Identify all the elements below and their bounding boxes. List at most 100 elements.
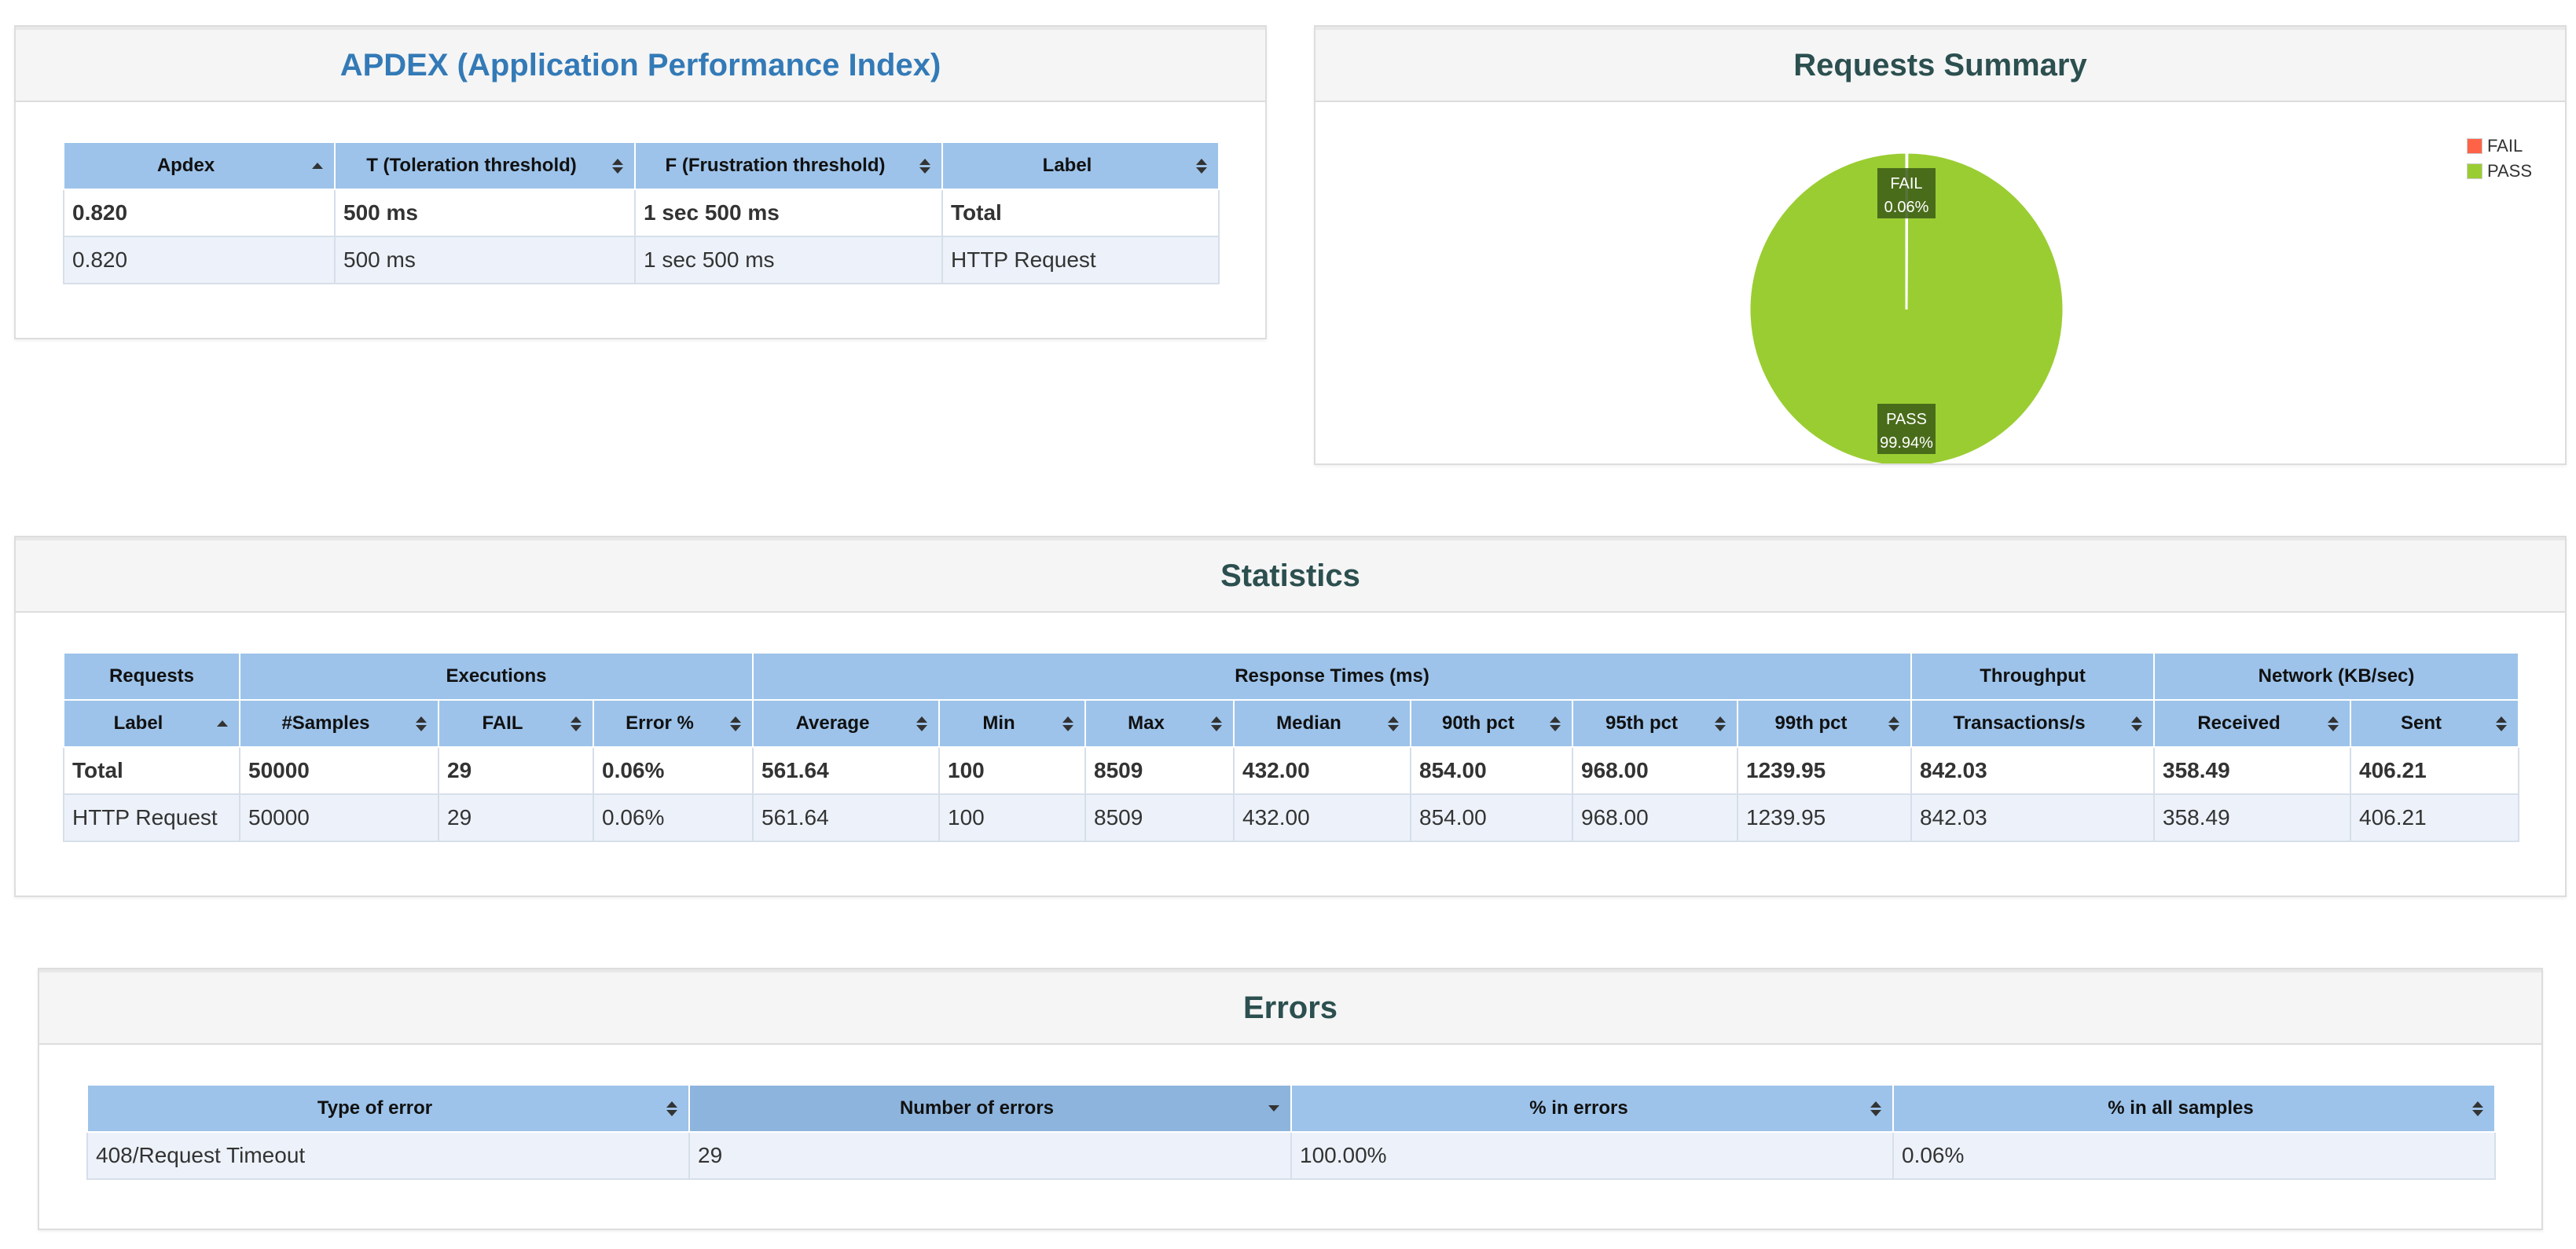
table-cell: 8509 xyxy=(1084,746,1235,795)
sort-icon xyxy=(1715,715,1726,732)
table-cell: 50000 xyxy=(239,793,439,842)
group-throughput: Throughput xyxy=(1910,652,2156,701)
legend-label-fail: FAIL xyxy=(2486,136,2523,156)
errors-col-pct-samples[interactable]: % in all samples xyxy=(1892,1084,2496,1133)
table-cell: 358.49 xyxy=(2153,793,2352,842)
table-cell: 842.03 xyxy=(1910,746,2156,795)
stats-col-1[interactable]: #Samples xyxy=(239,699,439,748)
apdex-col-frustration[interactable]: F (Frustration threshold) xyxy=(634,141,943,190)
table-row: 408/Request Timeout 29 100.00% 0.06% xyxy=(86,1131,2496,1180)
pie-label-fail-value: 0.06% xyxy=(1884,199,1929,216)
table-cell: 8509 xyxy=(1084,793,1235,842)
pie-label-fail-bg xyxy=(1877,168,1936,218)
table-row: HTTP Request 50000 29 0.06% 561.64 100 8509 432… xyxy=(63,793,2520,842)
table-cell: 0.06% xyxy=(593,746,754,795)
stats-col-7[interactable]: Median xyxy=(1233,699,1411,748)
table-cell: 0.820 xyxy=(63,189,336,237)
stats-col-3[interactable]: Error % xyxy=(593,699,754,748)
pie-label-fail-name: FAIL xyxy=(1890,175,1922,192)
table-cell: HTTP Request xyxy=(941,236,1220,284)
apdex-panel: APDEX (Application Performance Index) Ap… xyxy=(14,25,1267,339)
table-cell: 100 xyxy=(938,746,1086,795)
sort-icon xyxy=(916,715,927,732)
table-cell: 561.64 xyxy=(752,793,940,842)
table-cell: 29 xyxy=(438,746,594,795)
table-cell: 406.21 xyxy=(2350,746,2520,795)
apdex-col-label[interactable]: Label xyxy=(941,141,1220,190)
stats-col-9[interactable]: 95th pct xyxy=(1572,699,1738,748)
stats-col-4[interactable]: Average xyxy=(752,699,940,748)
table-cell: 968.00 xyxy=(1572,793,1738,842)
stats-col-12[interactable]: Received xyxy=(2153,699,2352,748)
table-cell: 1 sec 500 ms xyxy=(634,236,943,284)
pie-label-pass-value: 99.94% xyxy=(1880,434,1933,452)
errors-col-type[interactable]: Type of error xyxy=(86,1084,690,1133)
apdex-col-toleration[interactable]: T (Toleration threshold) xyxy=(334,141,636,190)
group-response-times: Response Times (ms) xyxy=(751,652,1913,701)
sort-icon xyxy=(2496,715,2508,732)
sort-icon xyxy=(2472,1100,2483,1117)
table-cell: 500 ms xyxy=(334,236,636,284)
table-cell: 500 ms xyxy=(334,189,636,237)
table-row: Total 50000 29 0.06% 561.64 100 8509 432.00 854.… xyxy=(63,746,2520,795)
table-cell: 0.06% xyxy=(1892,1131,2496,1180)
sort-icon xyxy=(571,715,582,732)
table-cell: 358.49 xyxy=(2153,746,2352,795)
table-cell: 100.00% xyxy=(1290,1131,1894,1180)
group-executions: Executions xyxy=(239,652,754,701)
legend-item-fail[interactable]: FAIL xyxy=(2466,134,2532,159)
table-cell: Total xyxy=(63,746,240,795)
table-cell: 1239.95 xyxy=(1736,793,1913,842)
table-cell: 100 xyxy=(938,793,1086,842)
table-cell: 1239.95 xyxy=(1736,746,1913,795)
table-cell: 0.06% xyxy=(593,793,754,842)
table-cell: Total xyxy=(941,189,1220,237)
chart-legend: FAIL PASS xyxy=(2466,134,2532,184)
apdex-title: APDEX (Application Performance Index) xyxy=(16,27,1265,102)
table-cell: HTTP Request xyxy=(63,793,240,842)
requests-summary-title: Requests Summary xyxy=(1316,27,2565,102)
pie-label-pass: PASS 99.94% xyxy=(1877,404,1936,454)
pie-label-pass-bg xyxy=(1877,404,1936,454)
stats-col-13[interactable]: Sent xyxy=(2350,699,2520,748)
sort-icon xyxy=(612,157,623,174)
statistics-table: Requests Executions Response Times (ms) … xyxy=(63,652,2520,842)
table-cell: 1 sec 500 ms xyxy=(634,189,943,237)
sort-icon xyxy=(919,157,930,174)
apdex-col-apdex[interactable]: Apdex xyxy=(63,141,336,190)
errors-col-number[interactable]: Number of errors xyxy=(688,1084,1292,1133)
table-cell: 854.00 xyxy=(1410,793,1573,842)
errors-col-pct-errors[interactable]: % in errors xyxy=(1290,1084,1894,1133)
sort-icon xyxy=(730,715,741,732)
table-cell: 968.00 xyxy=(1572,746,1738,795)
stats-col-10[interactable]: 99th pct xyxy=(1736,699,1913,748)
table-row: 0.820 500 ms 1 sec 500 ms Total xyxy=(63,189,1220,237)
stats-col-8[interactable]: 90th pct xyxy=(1410,699,1573,748)
stats-col-6[interactable]: Max xyxy=(1084,699,1235,748)
table-cell: 432.00 xyxy=(1233,793,1411,842)
sort-icon xyxy=(1388,715,1399,732)
legend-swatch-pass xyxy=(2466,163,2482,179)
stats-col-11[interactable]: Transactions/s xyxy=(1910,699,2156,748)
sort-icon xyxy=(2131,715,2143,732)
table-cell: 561.64 xyxy=(752,746,940,795)
stats-col-0[interactable]: Label xyxy=(63,699,240,748)
group-network: Network (KB/sec) xyxy=(2153,652,2520,701)
table-cell: 842.03 xyxy=(1910,793,2156,842)
legend-item-pass[interactable]: PASS xyxy=(2466,159,2532,184)
stats-col-5[interactable]: Min xyxy=(938,699,1086,748)
table-cell: 406.21 xyxy=(2350,793,2520,842)
sort-icon xyxy=(2328,715,2339,732)
legend-label-pass: PASS xyxy=(2486,161,2532,181)
statistics-panel: Statistics Requests Executions Response … xyxy=(14,536,2567,897)
table-cell: 854.00 xyxy=(1410,746,1573,795)
table-cell: 29 xyxy=(438,793,594,842)
table-row: 0.820 500 ms 1 sec 500 ms HTTP Request xyxy=(63,236,1220,284)
stats-col-2[interactable]: FAIL xyxy=(438,699,594,748)
sort-icon xyxy=(1062,715,1073,732)
group-requests: Requests xyxy=(63,652,240,701)
table-cell: 408/Request Timeout xyxy=(86,1131,690,1180)
sort-icon xyxy=(416,715,427,732)
table-cell: 29 xyxy=(688,1131,1292,1180)
sort-icon xyxy=(1870,1100,1881,1117)
